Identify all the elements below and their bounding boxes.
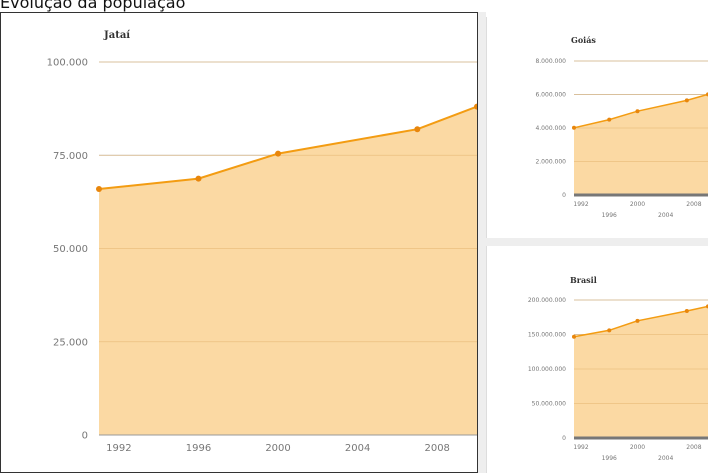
y-tick-label: 100.000.000 [528, 366, 566, 373]
y-tick-label: 100.000 [47, 58, 88, 69]
data-point [635, 109, 640, 114]
chart-title: Goiás [571, 35, 596, 45]
x-tick-label: 2000 [265, 443, 290, 454]
y-tick-label: 2.000.000 [535, 159, 566, 166]
brasil-population-chart: Brasil 0 50.000.000 100.000.000 150.000.000 2… [528, 275, 708, 462]
data-point [275, 150, 282, 157]
main-population-chart: Jataí 0 25.000 50.000 75.000 100.000 1992 1996 2… [47, 30, 477, 454]
data-point [607, 328, 612, 333]
chart-title: Jataí [103, 30, 130, 41]
series-area [574, 94, 708, 195]
data-point [414, 126, 421, 133]
data-point [607, 117, 612, 122]
x-tick-label: 2004 [658, 455, 673, 462]
y-tick-label: 4.000.000 [535, 125, 566, 132]
x-tick-label: 2008 [686, 201, 701, 208]
data-point [635, 318, 640, 323]
x-tick-label: 2004 [658, 212, 673, 219]
x-tick-label: 2004 [345, 443, 370, 454]
y-tick-label: 50.000 [53, 244, 88, 255]
page-title: Evolução da população [0, 0, 186, 12]
goias-chart-panel[interactable]: Goiás 0 2.000.000 4.000.000 6.000.000 8.000.0… [486, 17, 708, 238]
y-tick-label: 50.000.000 [532, 401, 567, 408]
data-point [474, 103, 477, 110]
x-tick-label: 2000 [630, 201, 645, 208]
x-tick-label: 1996 [602, 212, 617, 219]
x-tick-label: 2008 [424, 443, 449, 454]
panel-separator [478, 12, 486, 473]
data-point [572, 334, 576, 339]
y-tick-label: 6.000.000 [535, 92, 566, 99]
x-tick-label: 1996 [602, 455, 617, 462]
brasil-chart-panel[interactable]: Brasil 0 50.000.000 100.000.000 150.000.000 2… [486, 246, 708, 473]
main-chart-panel: Jataí 0 25.000 50.000 75.000 100.000 1992 1996 2… [0, 12, 478, 473]
data-point [195, 175, 202, 182]
data-point [684, 309, 689, 314]
panel-separator-horizontal [486, 238, 708, 246]
y-tick-label: 200.000.000 [528, 297, 566, 304]
data-point [96, 185, 102, 192]
data-point [684, 98, 689, 103]
y-tick-label: 0 [562, 435, 566, 442]
x-tick-label: 2000 [630, 444, 645, 451]
goias-population-chart: Goiás 0 2.000.000 4.000.000 6.000.000 8.000.0… [535, 35, 708, 219]
y-tick-label: 25.000 [53, 337, 88, 348]
y-tick-label: 0 [82, 431, 88, 442]
series-area [574, 306, 708, 438]
x-tick-label: 1996 [186, 443, 211, 454]
x-tick-label: 1992 [106, 443, 131, 454]
chart-title: Brasil [570, 275, 597, 285]
y-tick-label: 8.000.000 [535, 58, 566, 65]
y-tick-label: 75.000 [53, 151, 88, 162]
y-tick-label: 0 [562, 192, 566, 199]
x-tick-label: 1992 [573, 444, 588, 451]
x-tick-label: 1992 [573, 201, 588, 208]
y-tick-label: 150.000.000 [528, 332, 566, 339]
series-area [99, 106, 477, 435]
x-tick-label: 2008 [686, 444, 701, 451]
data-point [572, 125, 576, 130]
